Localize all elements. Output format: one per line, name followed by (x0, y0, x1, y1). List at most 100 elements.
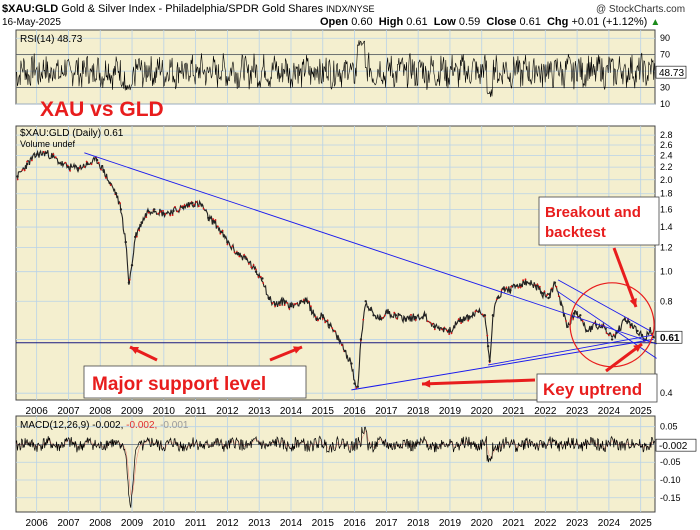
price-point (95, 158, 99, 162)
x-tick-label: 2015 (312, 406, 335, 417)
price-dot (326, 319, 329, 322)
price-point (337, 338, 340, 341)
x-tick-label-bottom: 2016 (343, 518, 366, 529)
open-value: 0.60 (351, 16, 373, 28)
price-dot (21, 169, 24, 171)
price-dot (536, 283, 539, 286)
price-point (509, 289, 512, 292)
price-point (289, 305, 293, 308)
x-tick-label: 2018 (407, 406, 430, 417)
price-point (153, 208, 156, 211)
price-dot (457, 318, 460, 321)
price-point (413, 315, 417, 319)
arrow-head (629, 298, 637, 307)
price-point (267, 296, 270, 300)
price-tick-label: 2.4 (660, 151, 673, 161)
x-tick-label: 2012 (216, 406, 239, 417)
price-point (172, 209, 175, 213)
price-dot (481, 313, 484, 316)
price-dot (248, 263, 250, 265)
price-dot (543, 290, 546, 293)
price-dot (212, 218, 215, 220)
price-dot (612, 333, 615, 336)
price-dot (217, 225, 219, 228)
price-dot (257, 276, 260, 278)
price-point (534, 284, 537, 287)
price-dot (69, 169, 71, 172)
open-label: Open (320, 16, 349, 28)
price-dot (255, 268, 257, 271)
x-tick-label-bottom: 2023 (566, 518, 589, 529)
price-dot (97, 161, 100, 164)
price-point (423, 314, 426, 317)
price-point (378, 317, 382, 321)
price-point (299, 300, 302, 303)
price-dot (145, 216, 148, 219)
price-point (114, 192, 118, 195)
uptrend-line (351, 338, 654, 391)
price-dot (100, 168, 102, 171)
price-dot (195, 201, 198, 203)
x-tick-label-bottom: 2006 (26, 518, 49, 529)
x-tick-label: 2019 (439, 406, 462, 417)
macd-last-value-label: -0.002 (659, 441, 688, 452)
x-tick-label-bottom: 2025 (630, 518, 653, 529)
x-tick-label: 2024 (598, 406, 621, 417)
description: Gold & Silver Index - Philadelphia/SPDR … (61, 3, 323, 15)
channel-upper (557, 279, 651, 332)
price-dot (314, 316, 317, 318)
close-label: Close (486, 16, 517, 28)
price-dot (474, 310, 477, 313)
x-tick-label-bottom: 2009 (121, 518, 144, 529)
price-dot (243, 254, 246, 256)
price-dot (193, 203, 195, 206)
arrow-head (633, 344, 642, 352)
rsi-tick-label: 70 (660, 50, 670, 60)
price-dot (629, 326, 632, 329)
price-dot (157, 212, 160, 215)
price-dot (109, 184, 112, 186)
price-dot (197, 205, 200, 208)
price-point (226, 240, 229, 244)
price-dot (395, 317, 398, 320)
price-dot (23, 169, 26, 172)
x-tick-label: 2020 (471, 406, 494, 417)
x-tick-label-bottom: 2022 (534, 518, 557, 529)
price-dot (608, 334, 610, 337)
price-dot (221, 229, 224, 232)
uptrend-box (536, 373, 658, 403)
price-point (547, 296, 550, 300)
price-point (572, 312, 576, 315)
price-point (486, 345, 490, 348)
annotation-breakout-line1: Breakout and (545, 204, 641, 221)
price-point (448, 329, 452, 333)
x-tick-label: 2014 (280, 406, 303, 417)
symbol: $XAU:GLD (2, 3, 59, 15)
arrow-head (130, 346, 139, 355)
price-tick-label: 0.8 (660, 296, 673, 306)
price-dot (429, 321, 431, 324)
price-dot (202, 207, 205, 210)
price-point (273, 303, 277, 306)
price-dot (128, 278, 131, 281)
price-point (191, 201, 194, 205)
price-tick-label: 2.0 (660, 175, 673, 185)
price-point (560, 303, 563, 306)
price-dot (262, 282, 265, 284)
price-dot (26, 160, 28, 163)
exchange: INDX/NYSE (326, 4, 375, 14)
price-dot (522, 279, 524, 281)
high-label: High (378, 16, 404, 28)
breakout-box (538, 196, 660, 246)
price-point (108, 181, 112, 185)
price-point (315, 317, 318, 321)
ohlc-bar: Open 0.60 High 0.61 Low 0.59 Close 0.61 … (320, 16, 660, 29)
annotation-uptrend: Key uptrend (543, 380, 642, 399)
price-point (86, 162, 89, 166)
macd-tick-label: 0.05 (660, 422, 678, 432)
price-dot (233, 251, 236, 254)
price-dot (83, 166, 86, 168)
price-point (213, 221, 216, 224)
x-tick-label-bottom: 2014 (280, 518, 303, 529)
